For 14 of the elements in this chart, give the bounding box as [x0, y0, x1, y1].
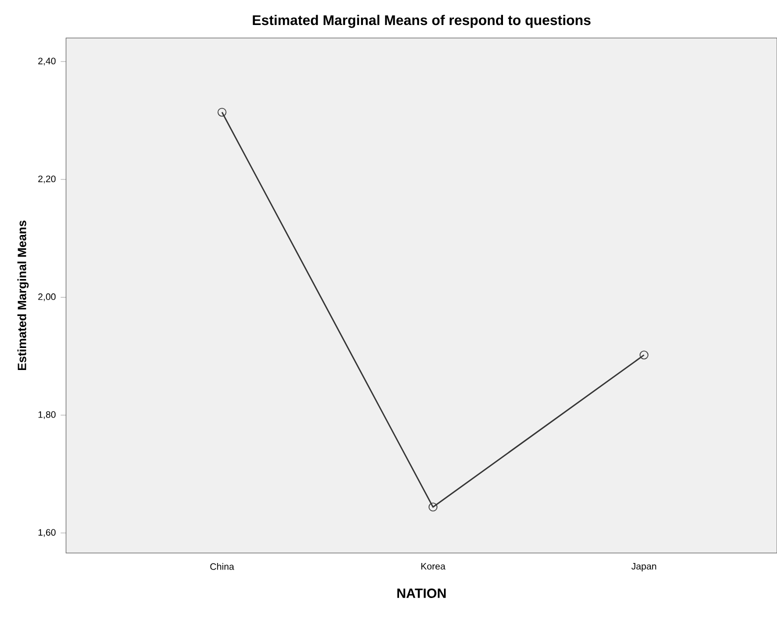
- point: [428, 502, 438, 512]
- point: [218, 108, 226, 117]
- point: [640, 350, 648, 360]
- y-tick-label: 2,40: [38, 58, 56, 66]
- y-tick-label: 1,80: [38, 411, 56, 419]
- x-tick-label: Korea: [421, 563, 446, 570]
- y-tick-label: 1,60: [38, 529, 56, 537]
- x-axis-title: NATION: [397, 588, 446, 598]
- chart-title: Estimated Marginal Means of respond to questions: [252, 14, 591, 28]
- y-tick-label: 2,00: [38, 293, 56, 302]
- x-tick-label: China: [210, 563, 234, 570]
- x-tick-label: Japan: [631, 563, 656, 572]
- y-axis-title: Estimated Marginal Means: [17, 220, 29, 370]
- y-tick-label: 2,20: [38, 176, 56, 184]
